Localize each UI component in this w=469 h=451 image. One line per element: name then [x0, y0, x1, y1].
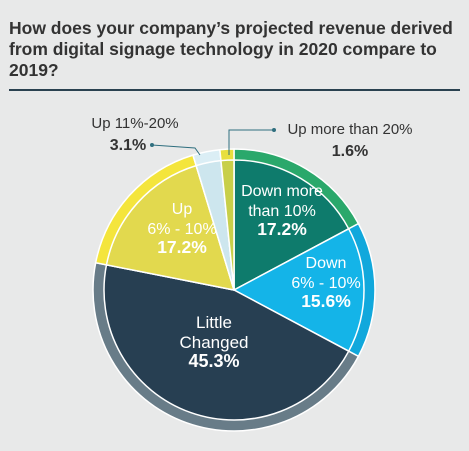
slice-name-label: Up: [172, 201, 193, 218]
slice-name-label: Down more: [241, 183, 323, 200]
title-divider: [9, 89, 460, 91]
pie-slice: [220, 159, 235, 291]
pie-slices: [92, 148, 376, 432]
pie-slice: [103, 263, 350, 421]
slice-value-label: 17.2%: [157, 237, 207, 257]
callout-value-label: 3.1%: [110, 137, 146, 154]
slice-name-label: Little: [196, 313, 232, 332]
chart-title: How does your company’s projected revenu…: [9, 18, 453, 80]
callout-line: [151, 144, 201, 156]
slice-value-label: 15.6%: [301, 291, 351, 311]
callout-line: [228, 129, 274, 155]
slice-name-label: 6% - 10%: [147, 221, 216, 238]
slice-value-label: 45.3%: [188, 351, 239, 371]
slice-name-label: 6% - 10%: [291, 275, 360, 292]
pie-slice: [233, 159, 350, 292]
slice-name-label: Changed: [179, 333, 248, 352]
pie-callouts: Up 11%-20% 3.1% Up more than 20% 1.6%: [91, 115, 412, 160]
callout-name-label: Up 11%-20%: [91, 115, 178, 132]
slice-value-label: 17.2%: [257, 219, 307, 239]
slice-name-label: than 10%: [248, 203, 316, 220]
callout-dot: [150, 143, 154, 147]
slice-name-label: Down: [306, 255, 347, 272]
callout-value-label: 1.6%: [332, 143, 368, 160]
callout-name-label: Up more than 20%: [287, 121, 412, 138]
pie-slice: [232, 227, 365, 353]
pie-slice: [105, 164, 236, 291]
callout-dot: [272, 128, 276, 132]
